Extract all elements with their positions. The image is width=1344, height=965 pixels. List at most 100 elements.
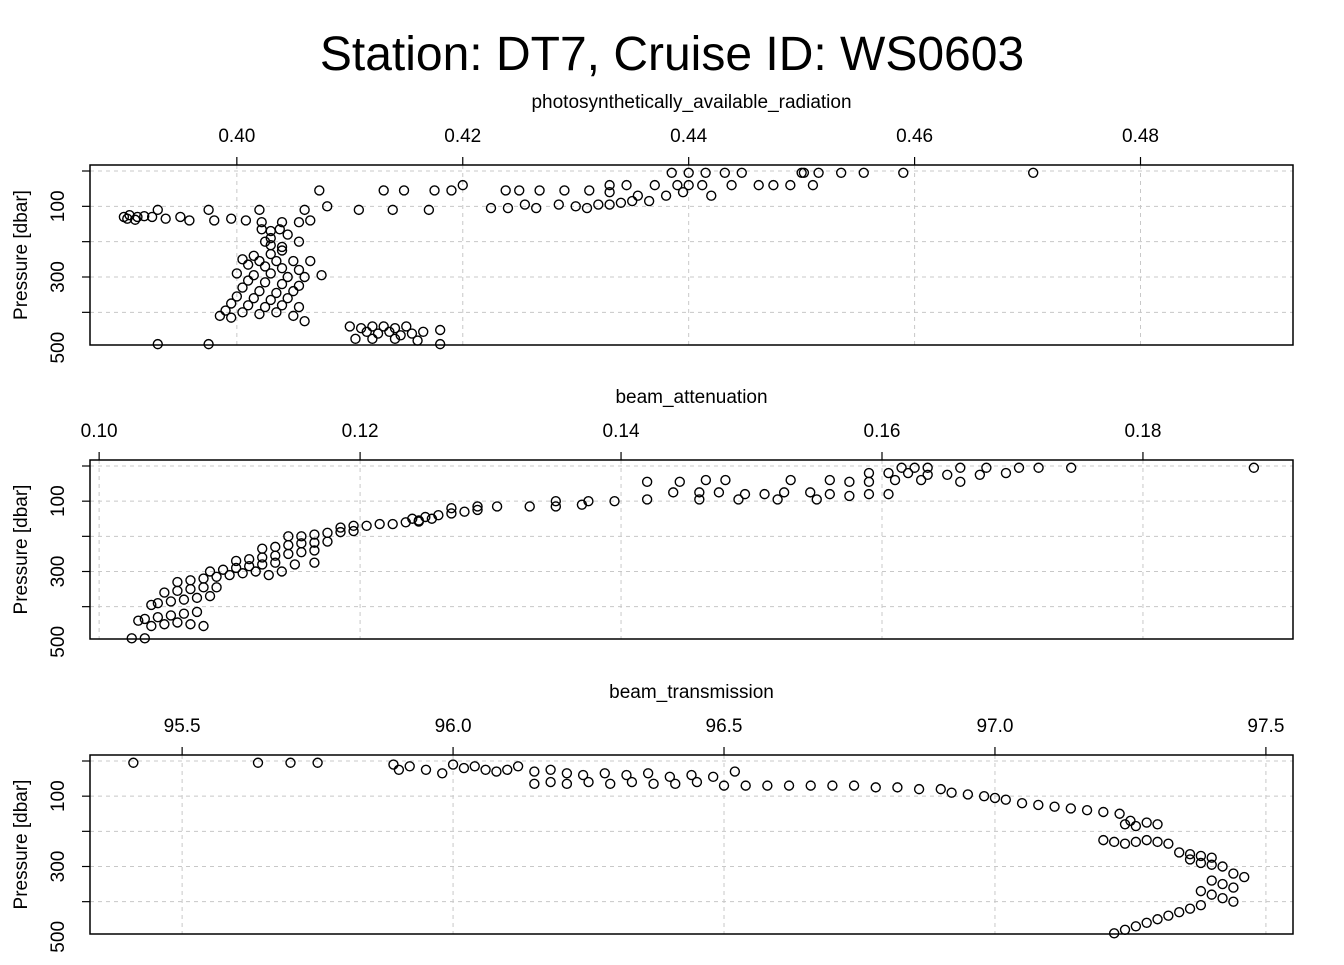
attenuation-point-31 xyxy=(759,488,770,500)
attenuation-point-95 xyxy=(185,575,196,586)
par-point-85 xyxy=(276,245,288,256)
attenuation-point-91 xyxy=(270,557,281,568)
attenuation-point-77 xyxy=(309,537,320,548)
attenuation-point-10 xyxy=(883,467,894,479)
transmission-point-36 xyxy=(718,780,730,791)
attenuation-point-94 xyxy=(172,576,183,588)
par-point-108 xyxy=(254,285,265,297)
main-title: Station: DT7, Cruise ID: WS0603 xyxy=(320,28,1024,81)
transmission-point-57 xyxy=(1098,806,1109,818)
attenuation-point-36 xyxy=(863,488,875,500)
attenuation-point-75 xyxy=(283,539,294,551)
attenuation-point-101 xyxy=(263,569,274,581)
attenuation-point-126 xyxy=(139,633,151,644)
transmission-ytick-label-0: 100 xyxy=(48,780,69,812)
attenuation-point-19 xyxy=(720,474,731,486)
par-point-63 xyxy=(160,213,171,224)
par-point-112 xyxy=(248,293,259,304)
par-point-146 xyxy=(203,338,214,350)
transmission-point-91 xyxy=(1163,910,1174,921)
par-point-1 xyxy=(683,167,694,178)
transmission-point-53 xyxy=(1033,799,1044,811)
transmission-point-90 xyxy=(1174,907,1185,918)
attenuation-point-117 xyxy=(165,610,177,621)
attenuation-point-6 xyxy=(1033,462,1044,473)
attenuation-point-12 xyxy=(922,469,933,480)
par-point-102 xyxy=(316,270,327,281)
par-point-4 xyxy=(736,167,747,178)
transmission-point-71 xyxy=(1174,847,1185,858)
par-point-94 xyxy=(259,261,271,272)
par-point-109 xyxy=(271,287,282,299)
attenuation-point-4 xyxy=(981,462,992,473)
attenuation-point-41 xyxy=(641,494,653,505)
par-point-3 xyxy=(719,167,731,178)
par-point-53 xyxy=(254,204,265,216)
attenuation-point-73 xyxy=(257,543,268,554)
par-point-61 xyxy=(132,211,143,223)
transmission-ylabel: Pressure [dbar] xyxy=(11,780,32,910)
par-point-21 xyxy=(785,179,796,191)
par-point-110 xyxy=(288,285,299,297)
attenuation-point-56 xyxy=(459,506,470,517)
attenuation-point-70 xyxy=(322,527,333,539)
attenuation-point-113 xyxy=(204,590,216,602)
transmission-point-65 xyxy=(1108,836,1120,848)
par-point-98 xyxy=(248,270,259,281)
transmission-point-85 xyxy=(1206,889,1217,900)
par-point-20 xyxy=(768,179,779,191)
transmission-point-35 xyxy=(691,776,703,788)
par-point-136 xyxy=(384,326,395,337)
attenuation-xtick-label-1: 0.12 xyxy=(342,421,379,442)
attenuation-point-72 xyxy=(348,525,359,537)
transmission-point-30 xyxy=(583,776,594,788)
transmission-point-56 xyxy=(1081,805,1093,816)
attenuation-point-14 xyxy=(974,469,986,480)
par-point-11 xyxy=(1027,167,1039,178)
transmission-point-23 xyxy=(664,771,676,783)
attenuation-point-122 xyxy=(172,617,183,628)
transmission-point-29 xyxy=(561,778,573,790)
par-point-79 xyxy=(282,229,293,240)
transmission-point-87 xyxy=(1228,896,1239,907)
attenuation-point-86 xyxy=(204,566,216,577)
attenuation-point-88 xyxy=(230,562,242,574)
par-point-114 xyxy=(282,293,293,304)
attenuation-point-8 xyxy=(1248,462,1260,473)
par-point-45 xyxy=(581,202,593,214)
par-point-101 xyxy=(299,271,310,283)
attenuation-point-93 xyxy=(309,557,320,568)
par-point-37 xyxy=(677,186,689,198)
attenuation-point-119 xyxy=(191,606,203,618)
par-point-96 xyxy=(293,264,305,276)
par-point-70 xyxy=(276,217,288,228)
par-point-83 xyxy=(276,241,288,253)
attenuation-point-109 xyxy=(152,597,164,609)
par-point-51 xyxy=(152,204,163,216)
par-point-64 xyxy=(175,211,186,223)
par-point-57 xyxy=(387,204,398,216)
par-point-28 xyxy=(457,179,468,191)
transmission-point-33 xyxy=(648,778,659,790)
transmission-point-59 xyxy=(1125,815,1136,826)
transmission-point-11 xyxy=(469,761,480,772)
attenuation-point-105 xyxy=(185,583,196,595)
attenuation-point-51 xyxy=(576,499,588,510)
par-point-93 xyxy=(242,259,254,270)
par-point-7 xyxy=(813,167,824,178)
transmission-point-22 xyxy=(642,768,654,779)
par-point-143 xyxy=(389,333,401,345)
par-point-106 xyxy=(293,280,305,292)
par-xtick-label-1: 0.42 xyxy=(444,126,481,147)
transmission-point-81 xyxy=(1206,875,1217,886)
attenuation-point-102 xyxy=(276,566,288,577)
par-point-43 xyxy=(553,199,564,210)
transmission-point-61 xyxy=(1152,819,1163,830)
attenuation-point-50 xyxy=(550,501,562,512)
attenuation-point-65 xyxy=(400,517,411,528)
par-point-72 xyxy=(305,215,316,226)
attenuation-point-87 xyxy=(217,564,229,575)
par-point-134 xyxy=(361,326,372,337)
attenuation-point-82 xyxy=(270,550,281,561)
